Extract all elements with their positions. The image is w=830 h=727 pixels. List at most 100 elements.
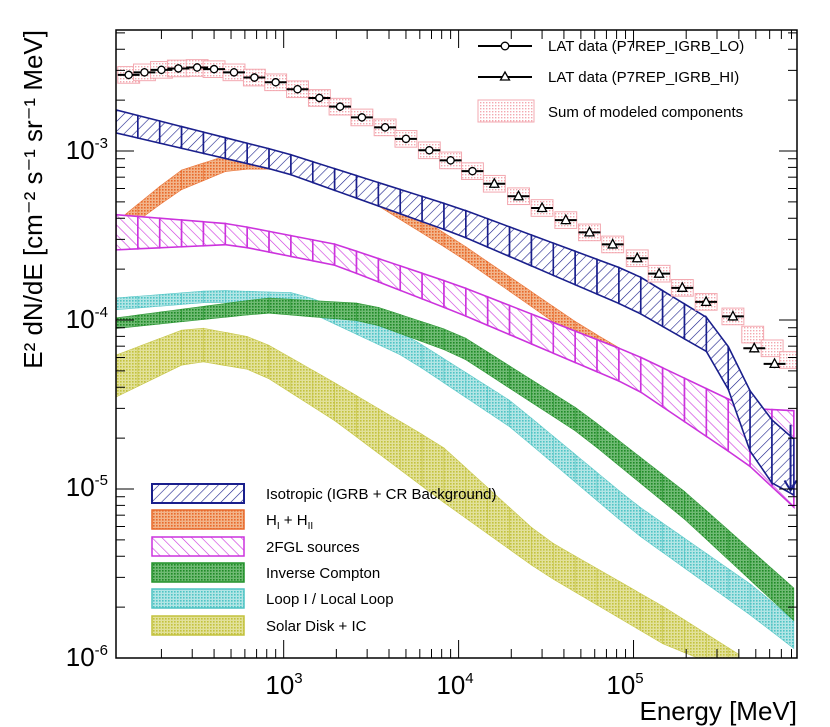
legend-label: Loop I / Local Loop bbox=[266, 591, 394, 608]
lat-lo-marker bbox=[174, 64, 183, 73]
band-segment bbox=[268, 297, 292, 316]
legend-label: Isotropic (IGRB + CR Background) bbox=[266, 486, 497, 503]
lat-lo-point bbox=[395, 134, 417, 144]
band-segment bbox=[246, 226, 270, 254]
band-segment bbox=[181, 305, 204, 323]
lat-hi-point bbox=[554, 213, 577, 225]
legend-label: LAT data (P7REP_IGRB_HI) bbox=[548, 69, 739, 86]
lat-lo-point bbox=[286, 84, 309, 94]
lat-lo-marker bbox=[293, 84, 302, 94]
lat-hi-marker bbox=[700, 295, 712, 307]
lat-hi-marker bbox=[631, 251, 643, 263]
band-segment bbox=[268, 230, 292, 258]
x-tick-label: 105 bbox=[606, 670, 643, 700]
band-segment bbox=[312, 300, 335, 320]
lat-lo-marker bbox=[446, 156, 455, 165]
legend-entry-sum: Sum of modeled components bbox=[477, 99, 743, 123]
upper-limit-arrow bbox=[783, 424, 798, 493]
component-bands bbox=[116, 109, 795, 658]
lat-hi-marker bbox=[488, 177, 500, 188]
lat-hi-marker bbox=[560, 213, 572, 225]
band-segment bbox=[181, 290, 204, 305]
lat-hi-point bbox=[626, 251, 649, 263]
y-tick-label: 10-6 bbox=[66, 642, 108, 672]
sum-box bbox=[741, 325, 765, 344]
lat-lo-point bbox=[308, 93, 331, 103]
lat-hi-marker bbox=[653, 267, 665, 278]
lat-lo-marker bbox=[425, 146, 434, 155]
legend-entry-ic: Inverse Compton bbox=[151, 562, 380, 583]
lat-lo-point bbox=[461, 166, 484, 176]
band-5 bbox=[116, 327, 740, 658]
band-segment bbox=[180, 125, 205, 155]
band-segment bbox=[203, 290, 226, 304]
band-segment bbox=[159, 292, 182, 307]
lat-hi-marker bbox=[748, 341, 760, 353]
upper-limit-head bbox=[783, 479, 798, 493]
band-segment bbox=[771, 601, 795, 650]
x-tick-label: 103 bbox=[265, 670, 302, 700]
legend-entry-isotropic: Isotropic (IGRB + CR Background) bbox=[151, 483, 497, 504]
legend-entry-hi-hii: HI + HII bbox=[151, 509, 313, 532]
y-tick-label: 10-3 bbox=[66, 135, 108, 165]
data-points bbox=[117, 63, 798, 493]
lat-hi-point bbox=[578, 225, 601, 237]
lat-hi-point bbox=[763, 357, 786, 369]
band-segment bbox=[311, 238, 336, 267]
band-segment bbox=[137, 294, 161, 309]
band-segment bbox=[158, 120, 183, 150]
lat-hi-point bbox=[648, 267, 671, 278]
lat-lo-marker bbox=[380, 123, 390, 132]
band-segment bbox=[727, 647, 740, 658]
legend-entry-lat-lo: LAT data (P7REP_IGRB_LO) bbox=[478, 38, 744, 55]
band-segment bbox=[137, 215, 161, 250]
lat-lo-point bbox=[186, 63, 209, 72]
band-segment bbox=[116, 213, 139, 251]
lat-hi-marker bbox=[768, 357, 781, 369]
axis-ticks bbox=[116, 30, 797, 659]
lat-lo-point bbox=[117, 70, 140, 80]
legend-entry-lat-hi: LAT data (P7REP_IGRB_HI) bbox=[478, 69, 739, 86]
lat-lo-point bbox=[350, 113, 373, 122]
lat-lo-marker bbox=[468, 166, 477, 176]
legend-label: 2FGL sources bbox=[266, 539, 360, 556]
lat-lo-point bbox=[133, 68, 156, 77]
band-segment bbox=[158, 217, 183, 249]
band-0 bbox=[116, 109, 795, 497]
lat-hi-point bbox=[483, 177, 506, 189]
lat-hi-point bbox=[531, 201, 554, 213]
legend-label: Solar Disk + IC bbox=[266, 618, 367, 635]
band-segment bbox=[159, 308, 182, 325]
lat-lo-point bbox=[167, 64, 190, 73]
lat-lo-point bbox=[439, 156, 462, 165]
legend-top: LAT data (P7REP_IGRB_LO) LAT data (P7REP… bbox=[477, 38, 744, 123]
lat-lo-point bbox=[150, 65, 173, 75]
lat-hi-point bbox=[507, 189, 530, 201]
band-segment bbox=[203, 327, 226, 366]
lat-lo-marker bbox=[357, 113, 367, 122]
band-segment bbox=[290, 234, 314, 262]
band-segment bbox=[116, 295, 139, 311]
band-3 bbox=[116, 297, 795, 622]
lat-lo-marker bbox=[140, 68, 149, 77]
y-tick-label: 10-5 bbox=[66, 472, 108, 502]
legend-label: LAT data (P7REP_IGRB_LO) bbox=[548, 38, 744, 55]
band-segment bbox=[246, 297, 270, 316]
band-segment bbox=[202, 131, 227, 160]
band-4 bbox=[116, 290, 795, 650]
lat-hi-point bbox=[671, 281, 694, 293]
lat-lo-marker bbox=[271, 78, 280, 87]
band-segment bbox=[225, 300, 248, 318]
lat-lo-marker bbox=[401, 134, 411, 144]
band-segment bbox=[225, 331, 248, 370]
lat-hi-marker bbox=[536, 201, 548, 213]
lat-hi-point bbox=[695, 295, 718, 307]
lat-lo-marker bbox=[124, 70, 133, 80]
band-segment bbox=[203, 303, 226, 320]
y-axis-title: E² dN/dE [cm⁻² s⁻¹ sr⁻¹ MeV] bbox=[18, 30, 48, 369]
band-segment bbox=[684, 619, 707, 658]
lat-hi-marker bbox=[607, 238, 619, 249]
band-segment bbox=[202, 220, 227, 247]
band-segment bbox=[181, 327, 204, 366]
